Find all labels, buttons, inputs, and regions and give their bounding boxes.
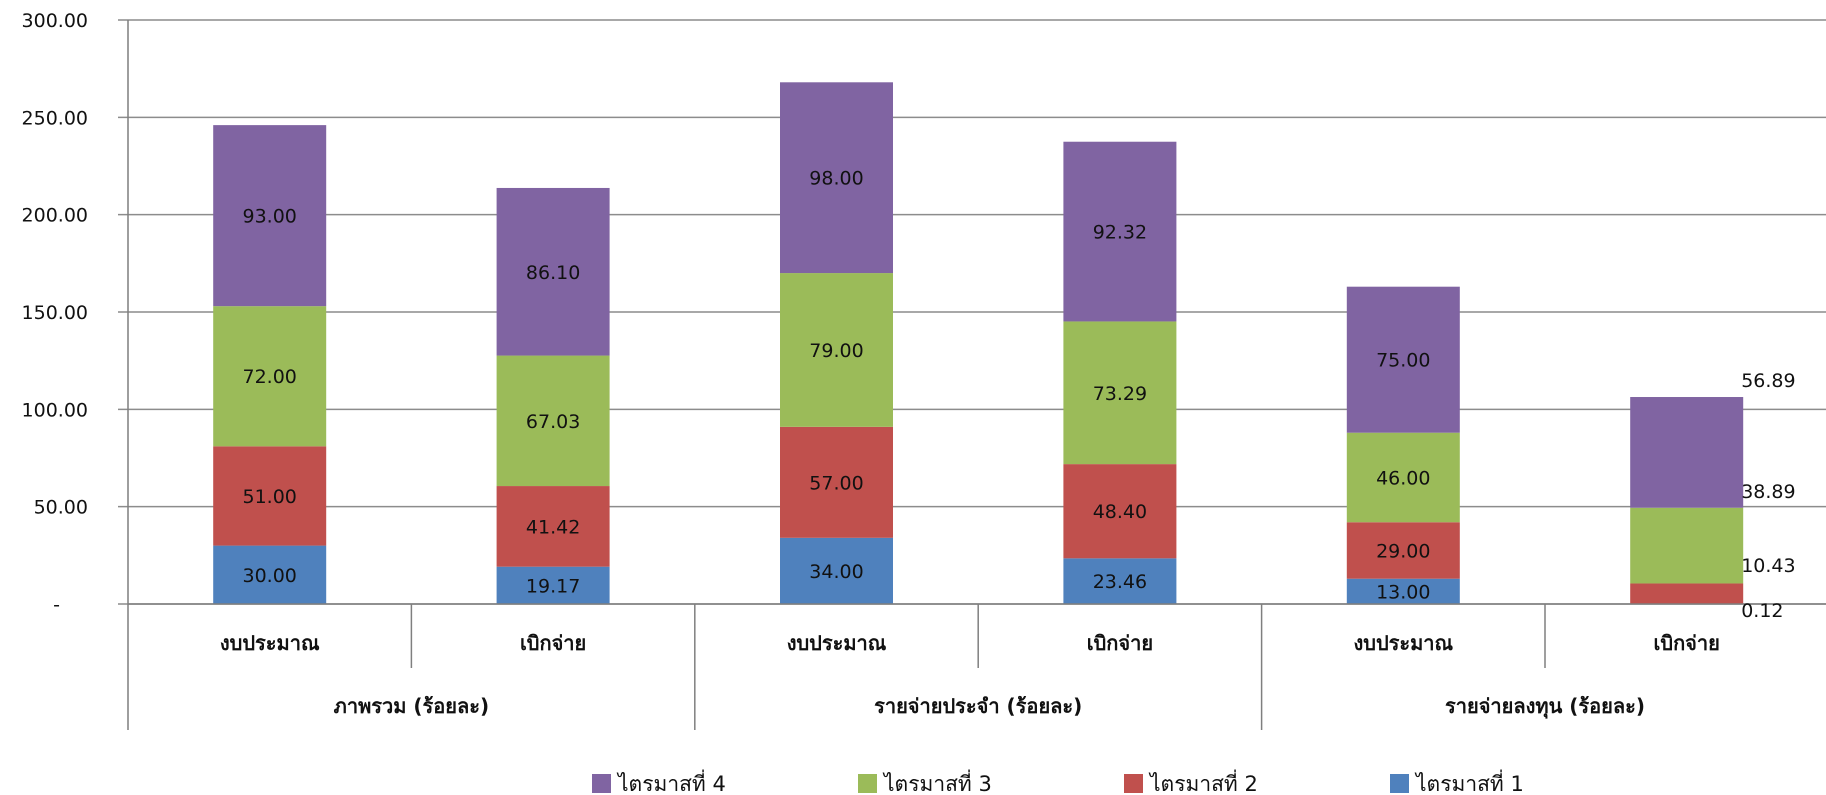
y-tick-label: 250.00 bbox=[22, 107, 88, 129]
bar-segment bbox=[1630, 397, 1744, 508]
x-category-label: งบประมาณ bbox=[1353, 631, 1453, 655]
data-label: 57.00 bbox=[809, 472, 863, 494]
legend-swatch bbox=[858, 774, 877, 793]
legend-swatch bbox=[592, 774, 611, 793]
bar-segment bbox=[1063, 321, 1177, 465]
data-label: 38.89 bbox=[1741, 481, 1795, 503]
bar-segment bbox=[213, 306, 327, 447]
data-label: 86.10 bbox=[526, 262, 580, 284]
y-tick-label: 200.00 bbox=[22, 205, 88, 227]
bar-segment bbox=[1063, 464, 1177, 559]
y-tick-label: 50.00 bbox=[34, 497, 88, 519]
legend: ไตรมาสที่ 4 ไตรมาสที่ 3 ไตรมาสที่ 2 ไตรมาสท… bbox=[592, 769, 1524, 795]
bar-segment bbox=[496, 187, 610, 356]
bar-segment bbox=[1346, 578, 1460, 604]
data-label: 29.00 bbox=[1376, 540, 1430, 562]
data-label: 13.00 bbox=[1376, 581, 1430, 603]
x-category-label: งบประมาณ bbox=[220, 631, 320, 655]
x-category-label: เบิกจ่าย bbox=[520, 631, 586, 655]
legend-swatch bbox=[1390, 774, 1409, 793]
bar-segment bbox=[780, 426, 893, 538]
bar-segment bbox=[213, 446, 327, 546]
bar-segment bbox=[496, 566, 610, 604]
x-category-label: เบิกจ่าย bbox=[1087, 631, 1153, 655]
x-group-label: รายจ่ายลงทุน (ร้อยละ) bbox=[1445, 694, 1645, 719]
legend-swatch bbox=[1124, 774, 1143, 793]
bar-segment bbox=[1063, 558, 1177, 604]
bar-segment bbox=[496, 355, 610, 487]
data-label: 51.00 bbox=[242, 486, 296, 508]
x-group-label: รายจ่ายประจำ (ร้อยละ) bbox=[874, 694, 1082, 718]
bar-segment bbox=[1346, 522, 1460, 579]
bar-segment bbox=[1630, 507, 1744, 584]
legend-label: ไตรมาสที่ 3 bbox=[882, 769, 992, 795]
legend-label: ไตรมาสที่ 1 bbox=[1414, 769, 1524, 795]
data-label: 0.12 bbox=[1741, 600, 1783, 622]
data-label: 92.32 bbox=[1093, 222, 1147, 244]
data-label: 30.00 bbox=[242, 565, 296, 587]
bar-segment bbox=[496, 486, 610, 567]
y-tick-label: 300.00 bbox=[22, 10, 88, 32]
data-labels: 30.00 51.00 72.00 93.00 19.17 41.42 67.03 86.10… bbox=[242, 168, 1795, 622]
x-category-label: เบิกจ่าย bbox=[1654, 631, 1720, 655]
bar-segment bbox=[1346, 432, 1460, 523]
data-label: 93.00 bbox=[242, 206, 296, 228]
data-label: 56.89 bbox=[1741, 370, 1795, 392]
bar-segment bbox=[1630, 583, 1744, 604]
data-label: 46.00 bbox=[1376, 467, 1430, 489]
bar-segment bbox=[780, 82, 893, 274]
bars bbox=[213, 82, 1744, 604]
data-label: 98.00 bbox=[809, 168, 863, 190]
data-label: 48.40 bbox=[1093, 501, 1147, 523]
data-label: 41.42 bbox=[526, 516, 580, 538]
data-label: 19.17 bbox=[526, 575, 580, 597]
data-label: 75.00 bbox=[1376, 350, 1430, 372]
data-label: 34.00 bbox=[809, 561, 863, 583]
data-label: 79.00 bbox=[809, 340, 863, 362]
bar-segment bbox=[1346, 286, 1460, 433]
data-label: 67.03 bbox=[526, 411, 580, 433]
bar-segment bbox=[213, 125, 327, 307]
bar-segment bbox=[1063, 141, 1177, 322]
axes: - 50.00 100.00 150.00 200.00 250.00 300.00 งบปร… bbox=[22, 10, 1826, 730]
data-label: 73.29 bbox=[1093, 383, 1147, 405]
gridlines bbox=[118, 19, 1826, 605]
x-category-label: งบประมาณ bbox=[787, 631, 887, 655]
y-tick-label: 150.00 bbox=[22, 302, 88, 324]
data-label: 72.00 bbox=[242, 366, 296, 388]
bar-segment bbox=[780, 537, 893, 604]
data-label: 10.43 bbox=[1741, 555, 1795, 577]
legend-label: ไตรมาสที่ 2 bbox=[1148, 769, 1258, 795]
y-tick-label: - bbox=[53, 594, 60, 616]
y-tick-label: 100.00 bbox=[22, 399, 88, 421]
x-group-label: ภาพรวม (ร้อยละ) bbox=[334, 694, 489, 718]
bar-segment bbox=[780, 273, 893, 427]
bar-segment bbox=[213, 545, 327, 604]
legend-label: ไตรมาสที่ 4 bbox=[616, 769, 726, 795]
data-label: 23.46 bbox=[1093, 571, 1147, 593]
